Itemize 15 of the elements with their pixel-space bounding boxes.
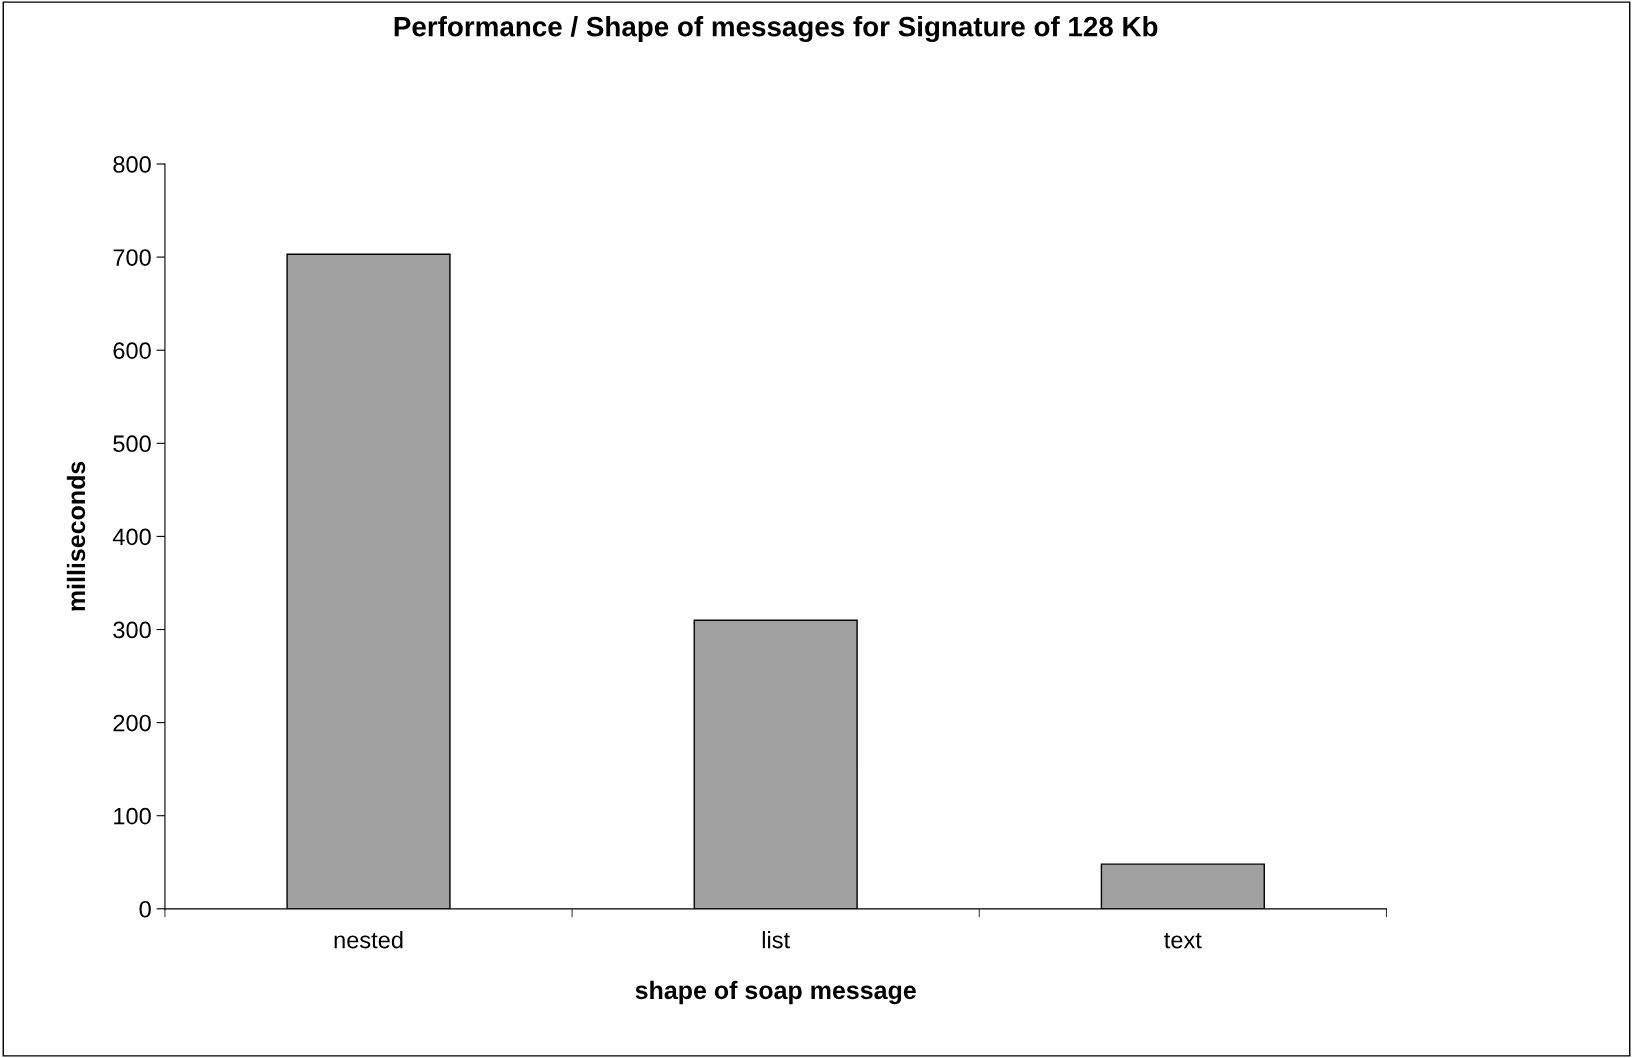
y-tick-label: 400 bbox=[112, 528, 151, 546]
chart-title: Performance / Shape of messages for Signature of 128 Kb bbox=[394, 16, 1158, 43]
y-tick-label: 700 bbox=[113, 249, 151, 266]
y-tick-label: 0 bbox=[139, 900, 151, 918]
x-axis-title: shape of soap message bbox=[635, 980, 916, 1005]
x-tick-label: list bbox=[762, 931, 790, 949]
x-tick-label: text bbox=[1164, 932, 1202, 949]
y-tick-label: 800 bbox=[113, 156, 151, 173]
y-tick-label: 600 bbox=[113, 342, 151, 359]
y-tick-label: 300 bbox=[113, 621, 151, 639]
y-tick-label: 100 bbox=[114, 807, 151, 825]
y-axis-title: milliseconds bbox=[66, 461, 86, 611]
y-tick-label: 200 bbox=[113, 714, 151, 732]
y-tick-label: 500 bbox=[113, 435, 151, 453]
x-tick-label: nested bbox=[334, 931, 403, 949]
